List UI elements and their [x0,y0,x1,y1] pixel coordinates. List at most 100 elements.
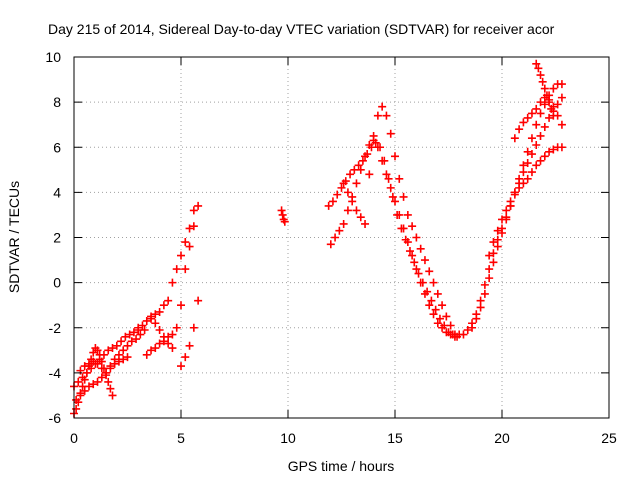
data-point [446,321,455,330]
data-point [104,346,113,355]
data-point [129,328,138,337]
data-point [480,289,489,298]
data-point [519,168,528,177]
data-point [429,310,438,319]
series-evening-b [468,80,566,332]
data-point [155,307,164,316]
data-point [352,206,361,215]
data-point [102,368,111,377]
data-point [498,228,506,237]
data-point [194,201,203,210]
data-point [489,249,498,258]
data-point [527,109,536,118]
data-point [395,210,404,219]
data-point [339,219,348,228]
y-tick-label: 8 [53,94,61,110]
data-point [515,183,524,192]
data-point [155,326,164,335]
data-point [427,296,436,305]
data-point [532,59,541,68]
data-point [433,289,442,298]
data-points [70,59,566,418]
data-point [527,168,536,177]
data-point [189,206,198,215]
data-point [378,102,387,111]
y-tick-label: 2 [53,230,61,246]
data-point [339,179,348,188]
data-point [194,296,203,305]
data-point [515,125,524,134]
data-point [104,377,113,386]
data-point [519,179,528,188]
data-point [382,170,391,179]
data-point [142,316,151,325]
data-point [545,98,554,107]
data-point [134,323,143,332]
data-point [540,100,549,109]
data-point [373,143,382,152]
data-point [369,131,378,140]
data-point [442,312,451,321]
data-point [386,183,395,192]
data-point [399,224,408,233]
data-point [540,152,549,161]
data-point [527,150,536,159]
data-point [425,301,434,310]
data-point [106,384,115,393]
data-point [181,238,190,247]
data-point [523,113,532,122]
data-point [354,161,363,170]
data-point [420,256,429,265]
data-point [328,197,337,206]
data-point [542,91,551,100]
data-point [472,314,481,323]
data-point [510,134,519,143]
series-evening-e [532,59,558,120]
data-point [72,395,81,404]
data-point [410,258,419,267]
data-point [532,140,541,149]
data-point [391,152,399,161]
data-point [540,122,549,131]
data-point [547,104,556,113]
data-point [343,188,352,197]
data-point [337,183,346,192]
data-point [386,129,395,138]
data-point [485,274,494,283]
data-point [177,251,185,260]
data-point [168,330,177,339]
data-point [459,330,468,339]
data-point [136,330,145,339]
data-point [489,238,498,247]
data-point [346,170,355,179]
x-tick-label: 20 [494,430,510,446]
data-point [108,391,117,400]
data-point [78,373,87,382]
data-point [189,222,198,231]
y-tick-label: 10 [45,49,61,65]
data-point [121,332,130,341]
axis-ticks [73,56,610,419]
data-point [493,235,502,244]
data-point [95,355,104,364]
series-morning-rise-b [142,201,203,359]
data-point [159,301,168,310]
data-point [181,265,190,274]
data-point [510,188,519,197]
data-point [523,147,532,156]
series-morning-rise-a [134,206,198,332]
data-point [468,323,477,332]
data-point [489,258,498,267]
data-point [412,233,421,242]
data-point [527,134,536,143]
data-point [414,269,423,278]
series-afternoon-a [324,138,462,341]
x-tick-label: 5 [177,430,185,446]
data-point [408,222,417,231]
data-point [280,217,289,226]
data-point [72,404,81,413]
y-tick-label: -4 [49,365,62,381]
data-point [382,111,391,120]
data-point [335,226,344,235]
data-point [358,156,367,165]
